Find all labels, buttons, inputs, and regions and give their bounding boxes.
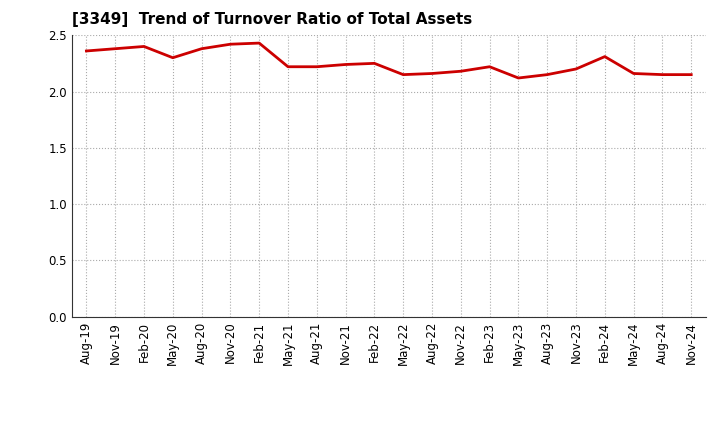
Text: [3349]  Trend of Turnover Ratio of Total Assets: [3349] Trend of Turnover Ratio of Total … <box>72 12 472 27</box>
